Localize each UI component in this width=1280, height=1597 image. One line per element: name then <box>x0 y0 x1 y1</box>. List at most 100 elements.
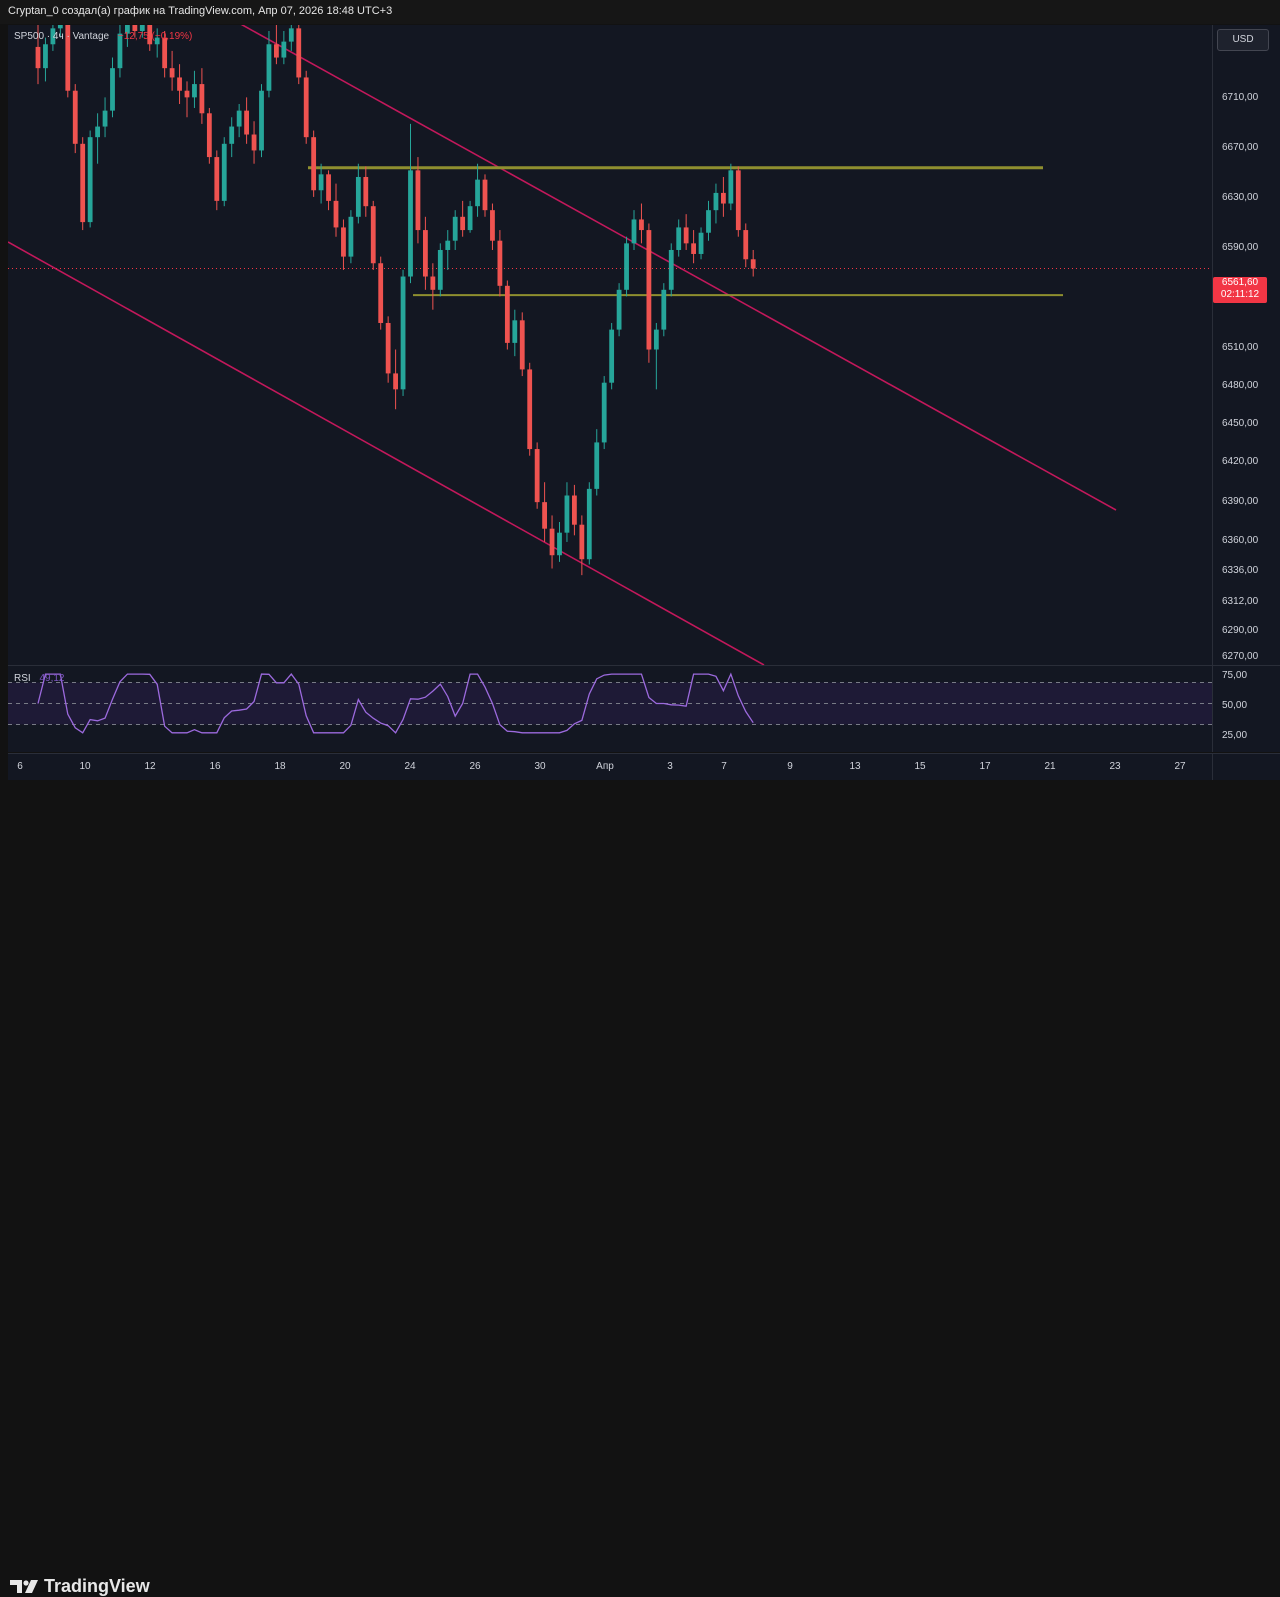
candle-body <box>639 219 644 231</box>
candle-body <box>482 179 488 211</box>
candle-body <box>631 219 637 244</box>
rsi-line <box>37 672 754 734</box>
candle <box>288 25 294 51</box>
price-chart[interactable] <box>8 25 1212 665</box>
candle <box>504 280 510 350</box>
time-tick: 24 <box>404 761 416 772</box>
price-tick: 6270,00 <box>1222 651 1259 662</box>
tradingview-wordmark: TradingView <box>44 1575 150 1596</box>
current-price-label: 6561,60 02:11:12 <box>1213 277 1267 303</box>
candle-body <box>393 373 398 390</box>
price-axis[interactable] <box>1212 25 1280 665</box>
candle-body <box>266 44 272 91</box>
candle-body <box>616 289 622 330</box>
candle-body <box>303 77 309 138</box>
candle-body <box>527 369 533 450</box>
candle <box>706 200 711 241</box>
price-tick: 6510,00 <box>1222 342 1259 353</box>
candle-body <box>743 230 749 260</box>
candle <box>676 219 682 257</box>
candle <box>385 316 391 383</box>
axis-corner <box>1212 753 1280 780</box>
candle <box>646 223 652 363</box>
candle <box>475 163 480 217</box>
candle-body <box>318 174 324 191</box>
candle <box>50 25 56 51</box>
candle <box>579 515 585 576</box>
candle <box>147 25 153 51</box>
candle <box>728 163 734 211</box>
candle <box>698 227 704 260</box>
candle-body <box>706 210 711 233</box>
candle <box>102 97 108 138</box>
rsi-chart[interactable] <box>8 666 1212 752</box>
candle-body <box>661 289 667 330</box>
candle-body <box>274 44 279 58</box>
candle-body <box>519 320 525 370</box>
candle <box>244 97 249 144</box>
candle <box>87 130 93 228</box>
candle-body <box>601 382 607 443</box>
candle <box>564 482 570 542</box>
candle <box>266 31 272 98</box>
candle <box>169 50 175 91</box>
time-tick: 23 <box>1109 761 1121 772</box>
candle-body <box>251 134 257 151</box>
candle <box>80 137 86 231</box>
price-tick: 6590,00 <box>1222 242 1259 253</box>
candle <box>445 230 451 270</box>
candle-body <box>184 90 190 98</box>
symbol-legend[interactable]: SP500 · 4ч · Vantage −12,75 (−0,19%) <box>14 31 192 42</box>
time-tick: 30 <box>534 761 546 772</box>
candle <box>691 230 696 264</box>
currency-button[interactable]: USD <box>1217 29 1269 51</box>
time-tick: 21 <box>1044 761 1056 772</box>
candle <box>549 515 555 569</box>
candle <box>326 170 331 211</box>
candle-body <box>564 495 570 533</box>
candle-body <box>698 232 704 254</box>
candle-body <box>579 524 585 560</box>
candle-body <box>333 200 339 228</box>
candle <box>393 349 398 410</box>
candle <box>415 157 421 244</box>
candle <box>378 256 384 330</box>
candle-body <box>490 210 495 241</box>
symbol-name[interactable]: SP500 · 4ч · Vantage <box>14 31 110 42</box>
candle-body <box>192 84 197 98</box>
tradingview-logo[interactable]: TradingView <box>10 1576 150 1596</box>
candle <box>43 37 48 82</box>
candle <box>482 174 488 217</box>
price-tick: 6390,00 <box>1222 496 1259 507</box>
candle <box>72 84 78 154</box>
main-chart-pane[interactable] <box>8 25 1212 665</box>
rsi-legend[interactable]: RSI 49,12 <box>14 673 64 684</box>
rsi-pane[interactable] <box>8 666 1212 752</box>
candle-body <box>57 25 63 29</box>
candle-body <box>95 126 100 138</box>
candle <box>65 25 71 98</box>
candle <box>162 31 168 78</box>
candle-body <box>676 227 682 250</box>
tradingview-logo-icon <box>10 1580 38 1593</box>
footer: TradingView <box>0 780 1280 1596</box>
rsi-axis[interactable] <box>1212 666 1280 752</box>
candle-body <box>624 243 629 290</box>
time-axis[interactable] <box>8 753 1212 780</box>
rsi-tick: 75,00 <box>1222 670 1248 681</box>
candle-body <box>80 143 86 223</box>
candle <box>296 25 302 85</box>
rsi-name[interactable]: RSI <box>14 673 31 684</box>
candle <box>333 183 339 237</box>
candle-body <box>609 329 615 383</box>
candle-body <box>236 110 242 127</box>
time-tick: 7 <box>721 761 727 772</box>
candle <box>624 236 629 297</box>
candle <box>452 210 458 250</box>
candle-body <box>646 230 652 350</box>
pane-separator[interactable] <box>8 665 1280 666</box>
candle <box>512 309 518 357</box>
candle-body <box>504 285 510 343</box>
candle <box>586 482 592 565</box>
time-tick: 6 <box>17 761 23 772</box>
